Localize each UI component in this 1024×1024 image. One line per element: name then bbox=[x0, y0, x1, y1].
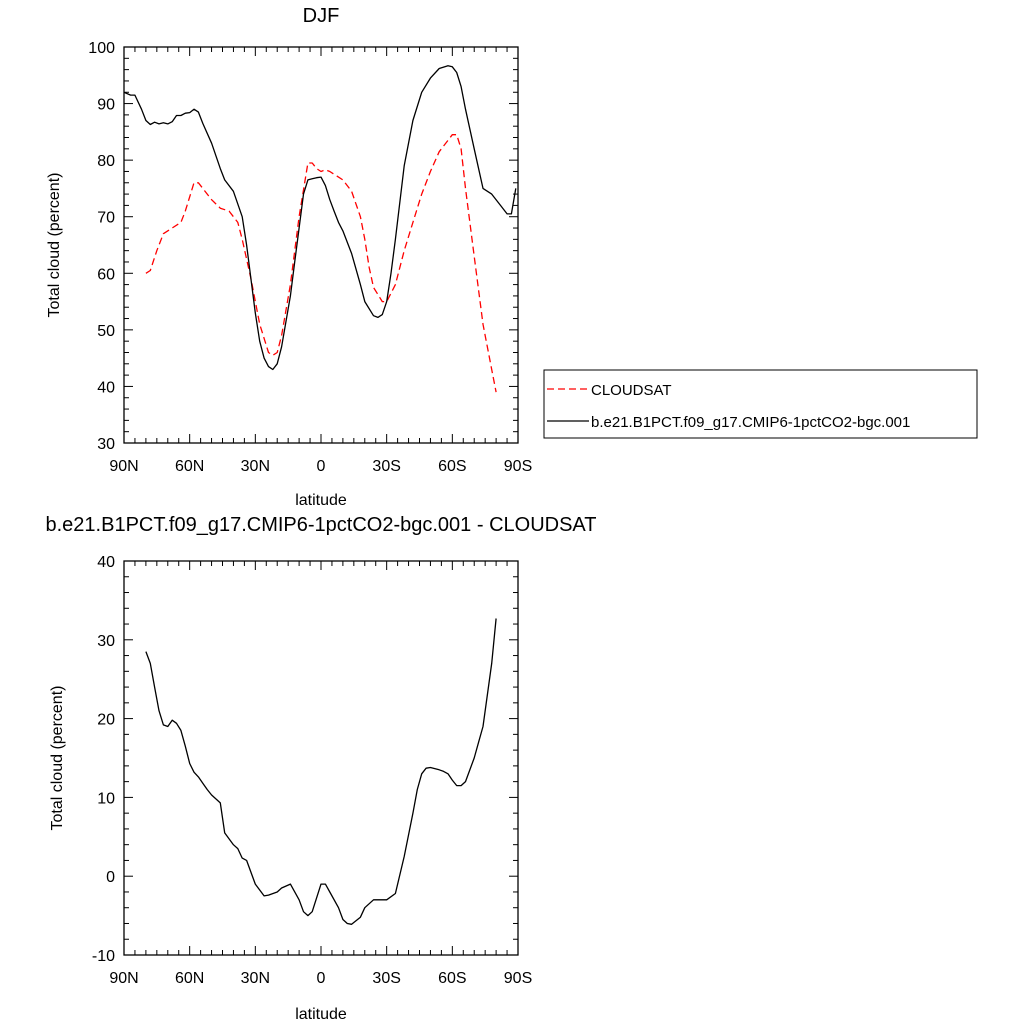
chart-djf-ticks: 90N 60N 30N 0 30S 60S 90S 30 40 50 60 70 80 90 100 bbox=[88, 40, 532, 475]
chart-djf-xtick-label: 30S bbox=[372, 458, 400, 475]
chart-difference-ytick-label: 0 bbox=[106, 869, 115, 886]
legend-label-model: b.e21.B1PCT.f09_g17.CMIP6-1pctCO2-bgc.00… bbox=[591, 414, 910, 431]
chart-djf-ytick-label: 80 bbox=[97, 153, 115, 170]
chart-djf-title: DJF bbox=[303, 5, 340, 27]
chart-djf-xtick-label: 0 bbox=[317, 458, 326, 475]
legend: CLOUDSAT b.e21.B1PCT.f09_g17.CMIP6-1pctC… bbox=[543, 369, 978, 439]
chart-difference-xtick-label: 90N bbox=[109, 970, 138, 987]
chart-difference-xtick-label: 30S bbox=[372, 970, 400, 987]
chart-difference-title: b.e21.B1PCT.f09_g17.CMIP6-1pctCO2-bgc.00… bbox=[46, 514, 597, 536]
legend-label-cloudsat: CLOUDSAT bbox=[591, 382, 672, 399]
chart-djf-plot-frame bbox=[123, 46, 519, 444]
chart-djf-ytick-label: 70 bbox=[97, 210, 115, 227]
chart-djf-ytick-label: 40 bbox=[97, 379, 115, 396]
chart-djf-series-line-0 bbox=[145, 134, 497, 393]
chart-djf-ytick-label: 100 bbox=[88, 40, 115, 57]
chart-difference-xtick-label: 90S bbox=[504, 970, 532, 987]
chart-difference-xtick-label: 60N bbox=[175, 970, 204, 987]
chart-djf-xtick-label: 90S bbox=[504, 458, 532, 475]
legend-frame bbox=[543, 369, 978, 439]
chart-difference-ticks: 90N 60N 30N 0 30S 60S 90S -10 0 10 20 30 40 bbox=[92, 554, 532, 987]
chart-difference-xtick-label: 60S bbox=[438, 970, 466, 987]
chart-djf-ytick-label: 50 bbox=[97, 323, 115, 340]
chart-djf-series-line-1 bbox=[123, 65, 517, 371]
chart-djf-xtick-label: 60N bbox=[175, 458, 204, 475]
chart-difference-plot-frame bbox=[123, 560, 519, 956]
chart-djf-ytick-label: 90 bbox=[97, 97, 115, 114]
chart-djf-series bbox=[123, 65, 517, 393]
chart-difference-series bbox=[145, 618, 497, 925]
chart-difference-xtick-label: 0 bbox=[317, 970, 326, 987]
chart-difference-xlabel: latitude bbox=[295, 1006, 347, 1023]
chart-djf-ytick-label: 60 bbox=[97, 266, 115, 283]
chart-djf-xtick-label: 90N bbox=[109, 458, 138, 475]
chart-djf-xlabel: latitude bbox=[295, 492, 347, 509]
chart-difference-ylabel: Total cloud (percent) bbox=[49, 686, 66, 831]
chart-djf-ylabel: Total cloud (percent) bbox=[46, 173, 63, 318]
chart-difference-xtick-label: 30N bbox=[241, 970, 270, 987]
chart-difference-series-line-0 bbox=[145, 618, 497, 925]
chart-difference-ytick-label: -10 bbox=[92, 948, 115, 965]
chart-difference-ytick-label: 10 bbox=[97, 790, 115, 807]
chart-djf-ytick-label: 30 bbox=[97, 436, 115, 453]
chart-difference: b.e21.B1PCT.f09_g17.CMIP6-1pctCO2-bgc.00… bbox=[46, 514, 597, 1023]
chart-difference-ytick-label: 40 bbox=[97, 554, 115, 571]
chart-difference-ytick-label: 30 bbox=[97, 633, 115, 650]
chart-djf-xtick-label: 60S bbox=[438, 458, 466, 475]
chart-djf-xtick-label: 30N bbox=[241, 458, 270, 475]
chart-djf: DJF 90N 60N 30N 0 30S 60S 90S 30 40 50 60 70 80 90 100… bbox=[46, 5, 532, 509]
chart-difference-ytick-label: 20 bbox=[97, 712, 115, 729]
